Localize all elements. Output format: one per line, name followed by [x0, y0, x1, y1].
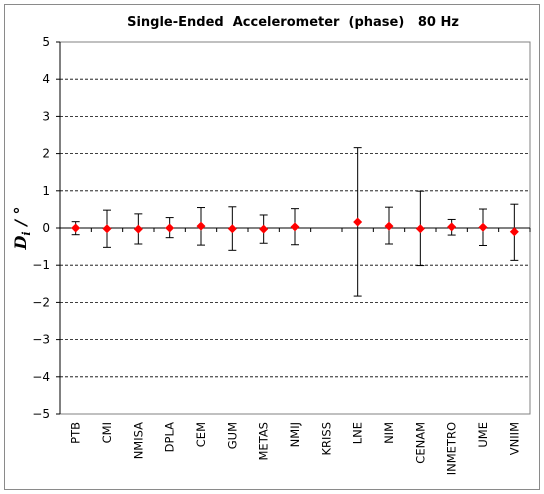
x-tick-label: CMI: [100, 422, 114, 443]
x-tick-label: NMIJ: [288, 422, 302, 447]
data-point: [447, 222, 457, 232]
y-tick-label: −1: [32, 258, 50, 272]
y-tick-label: −4: [32, 370, 50, 384]
y-tick-label: 1: [42, 184, 50, 198]
x-tick-label: CENAM: [413, 422, 427, 464]
y-tick-label: −3: [32, 333, 50, 347]
x-tick-label: PTB: [69, 422, 83, 444]
data-point: [259, 224, 269, 234]
x-tick-label: LNE: [351, 422, 365, 444]
x-tick-label: CEM: [194, 422, 208, 447]
x-tick-label: METAS: [257, 422, 271, 461]
y-tick-label: 3: [42, 109, 50, 123]
data-point: [478, 222, 488, 232]
x-tick-label: NIM: [382, 422, 396, 444]
data-point: [227, 224, 237, 234]
data-point: [415, 224, 425, 234]
x-tick-label: INMETRO: [445, 422, 459, 475]
y-tick-labels: 5 4 3 2 1 0 −1 −2 −3 −4 −5: [32, 35, 50, 421]
y-tick-label: 4: [42, 72, 50, 86]
data-points: [71, 217, 519, 237]
y-tick-label: 0: [42, 221, 50, 235]
y-tick-label: −5: [32, 407, 50, 421]
x-tick-label: UME: [476, 422, 490, 448]
y-tick-label: −2: [32, 295, 50, 309]
data-point: [133, 224, 143, 234]
x-tick-labels: PTB CMI NMISA DPLA CEM GUM METAS NMIJ KRISS LNE NI…: [69, 422, 522, 475]
data-point: [290, 222, 300, 232]
data-point: [509, 227, 519, 237]
x-tick-label: GUM: [225, 422, 239, 449]
data-point: [196, 221, 206, 231]
y-tick-label: 5: [42, 35, 50, 49]
y-axis-label: Di / °: [11, 206, 33, 250]
data-point: [102, 224, 112, 234]
data-point: [71, 223, 81, 233]
data-point: [165, 223, 175, 233]
x-tick-label: VNIIM: [507, 422, 521, 455]
data-point: [384, 221, 394, 231]
data-point: [353, 217, 363, 227]
grid-lines: [60, 78, 530, 378]
y-tick-label: 2: [42, 147, 50, 161]
x-tick-label: DPLA: [163, 422, 177, 452]
chart-title: Single-Ended Accelerometer (phase) 80 Hz: [127, 15, 459, 30]
x-tick-label: NMISA: [131, 422, 145, 459]
error-bars: [71, 147, 519, 297]
x-tick-label: KRISS: [319, 422, 333, 456]
